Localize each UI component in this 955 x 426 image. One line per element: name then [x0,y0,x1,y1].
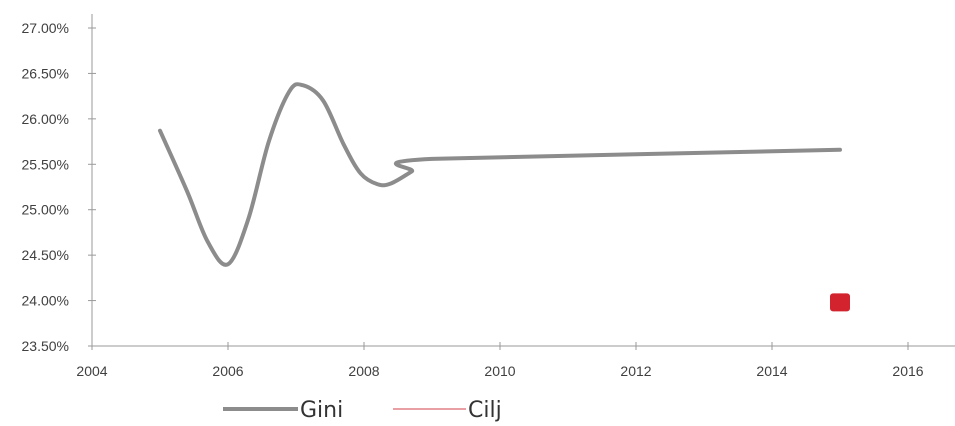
y-tick-label: 23.50% [22,338,69,354]
x-tick-label: 2008 [348,363,379,379]
ticks: 23.50% 24.00% 24.50% 25.00% 25.50% 26.00% 26.5… [22,20,924,379]
x-tick-label: 2006 [212,363,243,379]
y-tick-label: 26.50% [22,65,69,81]
series-cilj-point [830,293,850,312]
series-gini-line [158,82,842,267]
y-tick-label: 25.50% [22,156,69,172]
x-tick-label: 2004 [76,363,107,379]
x-tick-label: 2010 [484,363,515,379]
x-tick-label: 2014 [756,363,787,379]
y-tick-label: 25.00% [22,202,69,218]
y-tick-label: 24.50% [22,247,69,263]
x-tick-label: 2012 [620,363,651,379]
y-tick-label: 27.00% [22,20,69,36]
x-tick-label: 2016 [892,363,923,379]
legend: Gini Cilj [223,398,502,423]
series-layer [158,82,850,312]
axes [91,14,955,347]
y-tick-label: 26.00% [22,111,69,127]
y-tick-label: 24.00% [22,293,69,309]
legend-cilj-label: Cilj [468,398,502,423]
legend-gini-label: Gini [300,398,343,423]
